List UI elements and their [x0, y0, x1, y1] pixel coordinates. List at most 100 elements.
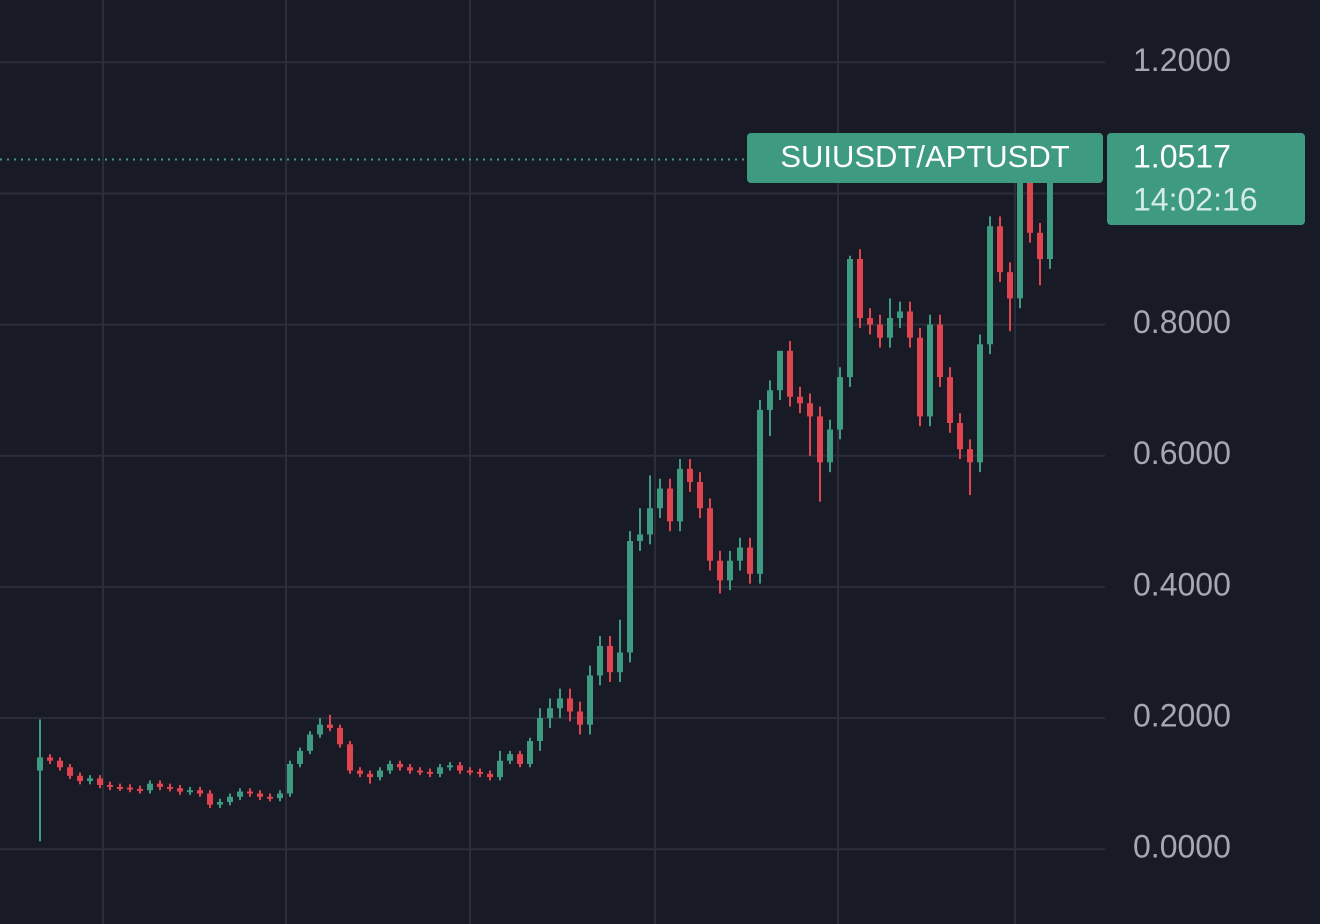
candle-body — [887, 318, 893, 338]
candle-body — [597, 645, 603, 676]
candle-body — [727, 560, 733, 581]
y-tick-label: 0.8000 — [1133, 304, 1231, 340]
candle-body — [657, 488, 663, 509]
candle-body — [807, 403, 813, 417]
candle-body — [237, 791, 243, 797]
candle-body — [977, 344, 983, 463]
candle-body — [387, 763, 393, 771]
candle-body — [547, 708, 553, 719]
candle-body — [347, 744, 353, 771]
candle-body — [697, 482, 703, 509]
candle-body — [647, 508, 653, 535]
candle-body — [207, 793, 213, 805]
candle-body — [327, 724, 333, 728]
candle-body — [227, 796, 233, 803]
candle-body — [1007, 272, 1013, 299]
candle-body — [1017, 160, 1023, 299]
candle-body — [1037, 232, 1043, 260]
candle-body — [47, 757, 53, 761]
candle-body — [337, 727, 343, 745]
candle-body — [557, 698, 563, 709]
candle-body — [487, 773, 493, 778]
candle-body — [847, 259, 853, 378]
series-tag — [747, 133, 1103, 183]
candle-body — [957, 422, 963, 450]
series-name: SUIUSDT/APTUSDT — [780, 139, 1069, 174]
candle-body — [317, 724, 323, 735]
candle-body — [777, 350, 783, 391]
candle-body — [827, 429, 833, 463]
candle-body — [1047, 159, 1053, 260]
candle-body — [937, 324, 943, 378]
candle-body — [667, 488, 673, 522]
candle-body — [497, 760, 503, 778]
candle-body — [447, 765, 453, 768]
candle-body — [67, 767, 73, 776]
candle-body — [427, 771, 433, 774]
candle-body — [457, 765, 463, 771]
candle-body — [867, 318, 873, 325]
candle-body — [837, 377, 843, 430]
candle-body — [217, 802, 223, 805]
candle-body — [287, 763, 293, 794]
candle-body — [617, 652, 623, 673]
candle-body — [357, 770, 363, 774]
y-tick-label: 0.6000 — [1133, 435, 1231, 471]
candle-body — [707, 508, 713, 561]
price-tags: SUIUSDT/APTUSDT 1.0517 14:02:16 — [747, 133, 1305, 225]
candle-body — [267, 796, 273, 799]
candle-body — [637, 534, 643, 542]
candle-body — [587, 675, 593, 725]
candle-body — [367, 773, 373, 778]
candle-body — [117, 786, 123, 789]
y-tick-label: 0.0000 — [1133, 829, 1231, 865]
candle-body — [917, 337, 923, 417]
candle-body — [37, 757, 43, 771]
candle-body — [997, 226, 1003, 273]
candle-body — [397, 763, 403, 768]
candle-body — [877, 324, 883, 338]
candle-body — [797, 396, 803, 404]
candle-body — [407, 767, 413, 771]
candle-body — [747, 547, 753, 574]
candle-body — [417, 770, 423, 773]
candle-body — [507, 754, 513, 761]
time-grid — [102, 0, 1016, 924]
candle-body — [527, 741, 533, 764]
y-tick-label: 0.2000 — [1133, 698, 1231, 734]
candle-body — [97, 778, 103, 785]
candle-body — [687, 468, 693, 483]
candle-body — [107, 784, 113, 787]
candle-body — [477, 771, 483, 774]
candle-body — [967, 449, 973, 463]
candle-body — [537, 718, 543, 742]
candle-body — [767, 390, 773, 410]
candle-body — [87, 778, 93, 782]
candle-body — [277, 793, 283, 799]
candle-body — [517, 754, 523, 764]
candle-body — [627, 541, 633, 653]
candle-body — [437, 767, 443, 774]
price-tag — [1107, 133, 1305, 225]
candle-body — [857, 259, 863, 319]
candle-body — [897, 311, 903, 319]
candle-body — [57, 760, 63, 768]
candle-body — [787, 350, 793, 397]
candle-body — [677, 468, 683, 522]
candle-body — [157, 783, 163, 787]
candle-body — [127, 787, 133, 790]
candle-body — [907, 311, 913, 338]
candle-body — [247, 791, 253, 794]
candle-body — [817, 416, 823, 463]
y-tick-label: 1.2000 — [1133, 42, 1231, 78]
candle-body — [467, 770, 473, 773]
candle-body — [187, 790, 193, 793]
candle-body — [257, 793, 263, 797]
candle-body — [147, 783, 153, 791]
candle-body — [307, 734, 313, 751]
candle-body — [757, 409, 763, 574]
candle-body — [737, 547, 743, 561]
candle-body — [377, 770, 383, 778]
candle-body — [177, 788, 183, 792]
